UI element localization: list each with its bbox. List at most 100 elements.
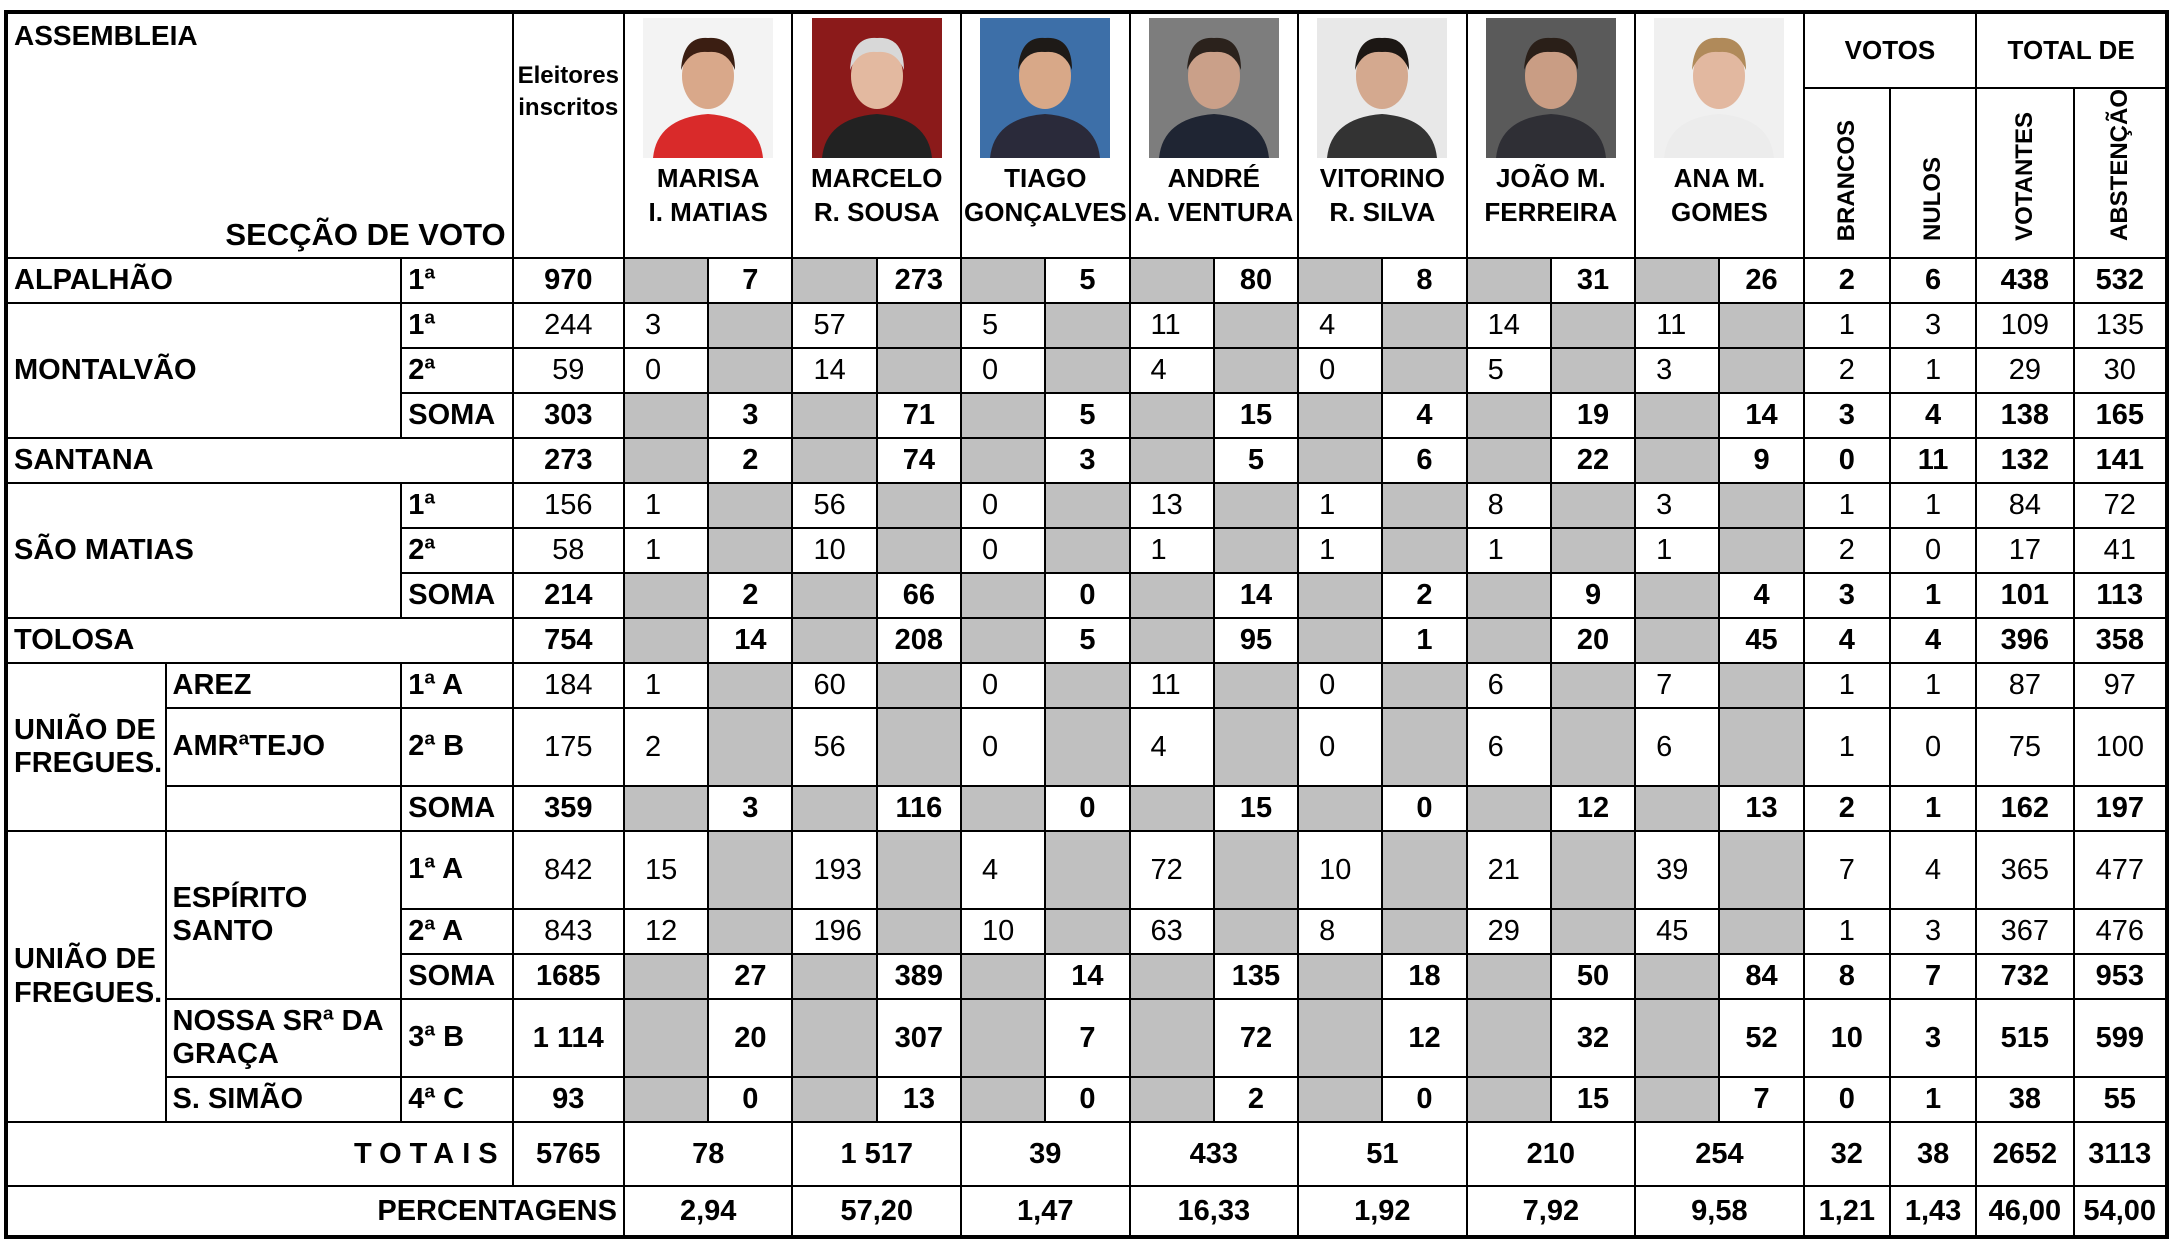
- percentages-votes: 2,94: [624, 1186, 793, 1237]
- empty-cell: [624, 999, 708, 1077]
- empty-cell: [792, 393, 876, 438]
- votes-cell: 0: [961, 528, 1045, 573]
- votes-cell: 0: [1382, 786, 1466, 831]
- votes-cell: 3: [1635, 348, 1719, 393]
- empty-cell: [1467, 573, 1551, 618]
- candidate-header: ANA M.GOMES: [1635, 12, 1804, 258]
- table-row: TOLOSA754142085951204544396358: [6, 618, 2167, 663]
- votantes-cell: 515: [1976, 999, 2073, 1077]
- empty-cell: [1467, 618, 1551, 663]
- candidate-name: JOÃO M.: [1470, 162, 1633, 196]
- votes-cell: 7: [1719, 1077, 1803, 1122]
- assembleia-cell: TOLOSA: [6, 618, 513, 663]
- votes-cell: 12: [1382, 999, 1466, 1077]
- candidate-name: MARISA: [627, 162, 790, 196]
- empty-cell: [1045, 303, 1129, 348]
- votes-cell: 5: [961, 303, 1045, 348]
- nulos-header: NULOS: [1890, 88, 1976, 258]
- empty-cell: [792, 438, 876, 483]
- votantes-cell: 29: [1976, 348, 2073, 393]
- empty-cell: [1635, 618, 1719, 663]
- votes-cell: 11: [1130, 303, 1214, 348]
- empty-cell: [1214, 831, 1298, 909]
- votes-cell: 31: [1551, 258, 1635, 303]
- empty-cell: [877, 528, 961, 573]
- empty-cell: [1130, 438, 1214, 483]
- table-row: NOSSA SRª DA GRAÇA3ª B1 1142030777212325…: [6, 999, 2167, 1077]
- empty-cell: [1635, 999, 1719, 1077]
- eleitores-cell: 303: [513, 393, 624, 438]
- seccao-cell: 1ª A: [401, 831, 512, 909]
- votes-cell: 4: [961, 831, 1045, 909]
- eleitores-cell: 359: [513, 786, 624, 831]
- nulos-cell: 7: [1890, 954, 1976, 999]
- brancos-cell: 1: [1804, 708, 1890, 786]
- votes-cell: 5: [1467, 348, 1551, 393]
- abstencao-cell: 477: [2074, 831, 2167, 909]
- totals-votes: 210: [1467, 1122, 1636, 1186]
- nulos-cell: 6: [1890, 258, 1976, 303]
- empty-cell: [1130, 258, 1214, 303]
- brancos-cell: 0: [1804, 438, 1890, 483]
- votes-cell: 0: [961, 483, 1045, 528]
- votes-cell: 11: [1130, 663, 1214, 708]
- brancos-cell: 8: [1804, 954, 1890, 999]
- votes-cell: 0: [1298, 348, 1382, 393]
- empty-cell: [1635, 573, 1719, 618]
- votes-cell: 2: [1214, 1077, 1298, 1122]
- votantes-cell: 101: [1976, 573, 2073, 618]
- votes-cell: 22: [1551, 438, 1635, 483]
- page: Resultados eleitorais html, body { margi…: [0, 0, 2169, 1214]
- votes-cell: 1: [624, 528, 708, 573]
- empty-cell: [877, 663, 961, 708]
- seccao-cell: 1ª A: [401, 663, 512, 708]
- nulos-cell: 4: [1890, 393, 1976, 438]
- percentages-votes: 1,92: [1298, 1186, 1467, 1237]
- brancos-cell: 1: [1804, 483, 1890, 528]
- assembleia-cell: UNIÃO DE FREGUES.: [6, 831, 166, 1122]
- empty-cell: [1467, 1077, 1551, 1122]
- empty-cell: [708, 909, 792, 954]
- empty-cell: [792, 618, 876, 663]
- totals-nulos: 38: [1890, 1122, 1976, 1186]
- votes-cell: 273: [877, 258, 961, 303]
- votes-cell: 20: [708, 999, 792, 1077]
- brancos-cell: 1: [1804, 303, 1890, 348]
- empty-cell: [1298, 786, 1382, 831]
- empty-cell: [624, 438, 708, 483]
- table-body: ALPALHÃO1ª97072735808312626438532MONTALV…: [6, 258, 2167, 1237]
- votes-cell: 2: [624, 708, 708, 786]
- assembleia-cell: ALPALHÃO: [6, 258, 401, 303]
- empty-cell: [1130, 573, 1214, 618]
- empty-cell: [961, 1077, 1045, 1122]
- table-row: SANTANA273274356229011132141: [6, 438, 2167, 483]
- empty-cell: [708, 528, 792, 573]
- votes-cell: 4: [1130, 348, 1214, 393]
- freguesia-cell: NOSSA SRª DA GRAÇA: [166, 999, 402, 1077]
- votes-cell: 56: [792, 483, 876, 528]
- empty-cell: [1045, 831, 1129, 909]
- table-row: AMRªTEJO2ª B175256040661075100: [6, 708, 2167, 786]
- nulos-cell: 3: [1890, 999, 1976, 1077]
- empty-cell: [792, 786, 876, 831]
- votantes-cell: 367: [1976, 909, 2073, 954]
- empty-cell: [792, 1077, 876, 1122]
- votes-cell: 13: [877, 1077, 961, 1122]
- totals-votes: 254: [1635, 1122, 1804, 1186]
- candidate-name: R. SILVA: [1301, 196, 1464, 230]
- brancos-cell: 2: [1804, 348, 1890, 393]
- votes-cell: 6: [1635, 708, 1719, 786]
- empty-cell: [877, 708, 961, 786]
- assembleia-cell: SÃO MATIAS: [6, 483, 401, 618]
- percentages-votantes: 46,00: [1976, 1186, 2073, 1237]
- abstencao-cell: 358: [2074, 618, 2167, 663]
- table-row: SOMA35931160150121321162197: [6, 786, 2167, 831]
- votes-cell: 2: [708, 573, 792, 618]
- votes-cell: 14: [1719, 393, 1803, 438]
- candidate-photo: [1149, 18, 1279, 158]
- votes-cell: 389: [877, 954, 961, 999]
- eleitores-cell: 93: [513, 1077, 624, 1122]
- votes-cell: 1: [1298, 483, 1382, 528]
- eleitores-cell: 843: [513, 909, 624, 954]
- empty-cell: [1130, 618, 1214, 663]
